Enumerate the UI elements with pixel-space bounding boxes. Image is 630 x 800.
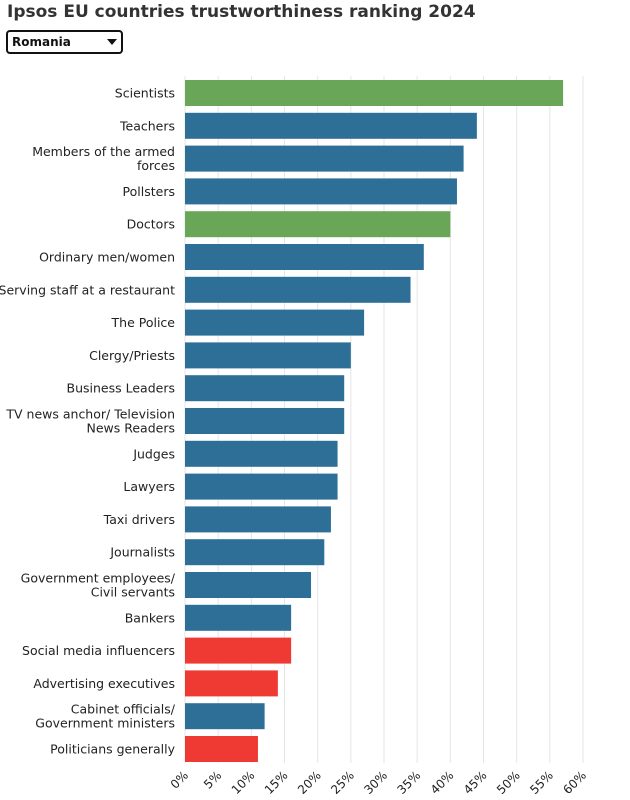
x-tick-label: 60%	[560, 768, 589, 797]
bar[interactable]	[185, 408, 345, 434]
bar[interactable]	[185, 539, 325, 566]
chart-title: Ipsos EU countries trustworthiness ranki…	[7, 2, 476, 22]
x-tick-label: 15%	[262, 768, 291, 797]
category-label: Teachers	[119, 118, 175, 133]
bar[interactable]	[185, 112, 477, 139]
category-label: Clergy/Priests	[89, 348, 175, 363]
category-label: Government employees/Civil servants	[21, 571, 176, 600]
bar[interactable]	[185, 637, 292, 664]
x-tick-label: 35%	[395, 768, 424, 797]
category-label: Pollsters	[123, 184, 175, 199]
category-label: TV news anchor/ Television News Readers	[5, 407, 175, 436]
bar[interactable]	[185, 670, 278, 697]
bar[interactable]	[185, 703, 265, 730]
category-label: Judges	[132, 446, 175, 461]
bar[interactable]	[185, 211, 451, 238]
category-label: Serving staff at a restaurant	[0, 282, 175, 297]
x-tick-label: 20%	[295, 768, 324, 797]
country-selector-value: Romania	[12, 35, 71, 49]
category-label: Business Leaders	[67, 381, 175, 396]
bar[interactable]	[185, 572, 312, 598]
x-tick-label: 40%	[428, 768, 457, 797]
category-label: Advertising executives	[33, 676, 175, 691]
bar[interactable]	[185, 178, 457, 205]
x-tick-label: 45%	[461, 768, 490, 797]
chevron-down-icon	[107, 39, 117, 45]
bar[interactable]	[185, 736, 258, 762]
bar[interactable]	[185, 473, 338, 500]
bar[interactable]	[185, 440, 338, 467]
bar[interactable]	[185, 276, 411, 303]
x-tick-label: 50%	[494, 768, 523, 797]
bar[interactable]	[185, 80, 564, 106]
category-label: Cabinet officials/Government ministers	[35, 702, 176, 731]
category-label: Scientists	[115, 86, 175, 101]
bar[interactable]	[185, 604, 292, 631]
bar[interactable]	[185, 244, 424, 270]
x-tick-label: 55%	[527, 768, 556, 797]
category-label: Journalists	[109, 545, 175, 560]
bar[interactable]	[185, 145, 464, 172]
category-label: Doctors	[127, 217, 175, 232]
category-label: Taxi drivers	[103, 512, 175, 527]
x-tick-label: 25%	[328, 768, 357, 797]
x-tick-label: 30%	[361, 768, 390, 797]
category-label: Ordinary men/women	[39, 250, 175, 265]
bar[interactable]	[185, 375, 345, 402]
category-label: The Police	[111, 315, 176, 330]
x-tick-label: 10%	[229, 768, 258, 797]
bar[interactable]	[185, 506, 331, 533]
bar[interactable]	[185, 342, 351, 369]
country-selector[interactable]: Romania	[6, 30, 123, 54]
x-tick-label: 5%	[201, 768, 224, 791]
x-tick-label: 0%	[168, 768, 191, 791]
category-label: Lawyers	[123, 479, 175, 494]
category-label: Social media influencers	[22, 643, 175, 658]
bar[interactable]	[185, 309, 365, 336]
category-label: Bankers	[125, 610, 175, 625]
category-label: Politicians generally	[50, 742, 175, 757]
category-label: Members of the armed forces	[32, 144, 175, 173]
